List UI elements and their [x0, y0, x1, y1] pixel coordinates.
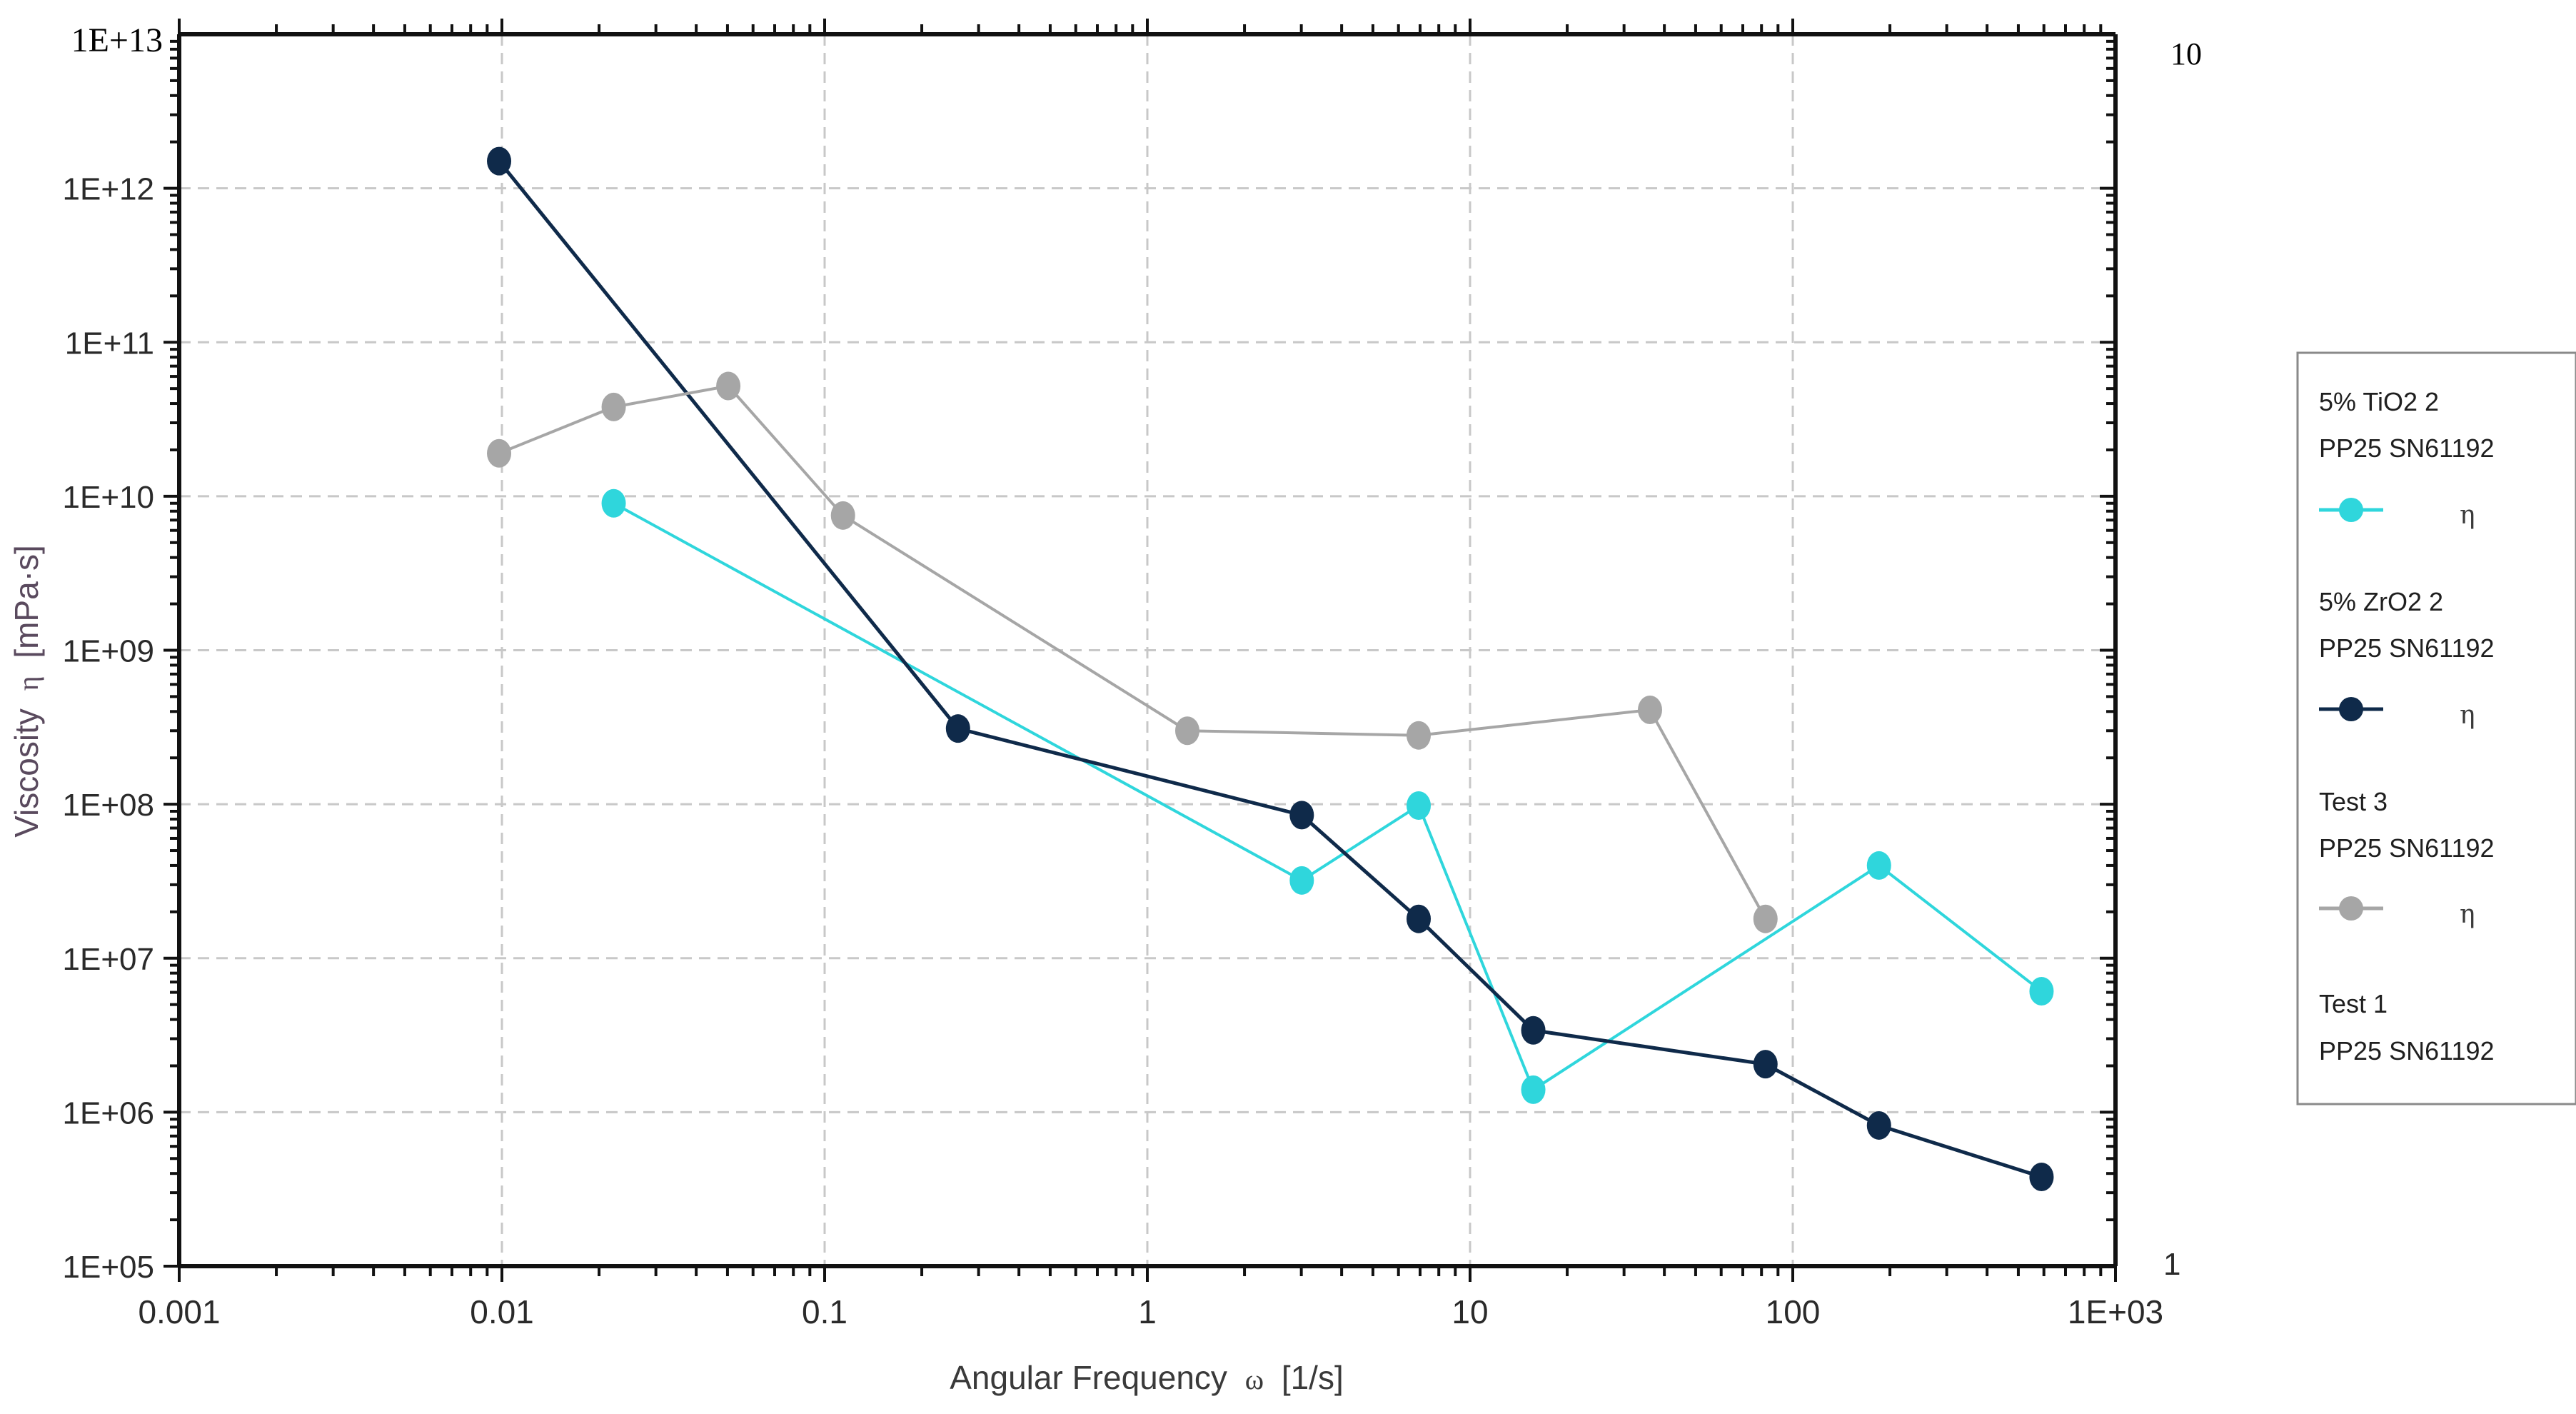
- x-axis-label: Angular Frequency ω [1/s]: [950, 1359, 1344, 1396]
- legend-item-zro2[interactable]: 5% ZrO2 2 PP25 SN61192 η: [2319, 587, 2495, 730]
- tick-labels: 0.001 0.01 0.1 1 10 100 1E+03 1E+05 1E+06 1E+07 1E…: [63, 21, 2202, 1330]
- series-line: [498, 384, 1767, 920]
- data-point: [1521, 1016, 1546, 1045]
- x-tick-label: 0.001: [138, 1293, 220, 1330]
- data-point: [2029, 1162, 2054, 1191]
- data-point: [1866, 851, 1891, 880]
- legend-series-name: 5% ZrO2 2: [2319, 587, 2443, 616]
- legend-marker-swatch: [2339, 896, 2363, 921]
- series-2: [487, 146, 2054, 1191]
- series-3: [487, 371, 1778, 933]
- legend-marker-swatch: [2339, 498, 2363, 522]
- legend-symbol: η: [2460, 701, 2475, 730]
- legend-symbol: η: [2460, 501, 2475, 530]
- data-point: [1866, 1110, 1891, 1140]
- legend-series-subtitle: PP25 SN61192: [2319, 433, 2495, 463]
- y-tick-label: 1E+05: [63, 1250, 154, 1285]
- data-point: [716, 371, 741, 401]
- y-tick-label: 1E+06: [63, 1095, 154, 1130]
- data-point: [1174, 716, 1199, 746]
- x-tick-label: 0.1: [802, 1293, 847, 1330]
- legend-series-name: Test 3: [2319, 787, 2388, 816]
- legend-series-subtitle: PP25 SN61192: [2319, 633, 2495, 663]
- data-point: [1753, 1050, 1778, 1079]
- data-point: [1637, 695, 1662, 724]
- y-tick-label: 1E+10: [63, 480, 154, 515]
- series-line: [613, 501, 2043, 1091]
- data-point: [2029, 977, 2054, 1006]
- data-point: [830, 501, 855, 530]
- data-point: [601, 488, 626, 518]
- legend-series-subtitle: PP25 SN61192: [2319, 833, 2495, 863]
- series-line: [498, 160, 2043, 1179]
- legend-series-name: Test 1: [2319, 989, 2388, 1018]
- grid-lines: [179, 34, 2115, 1266]
- legend-series-subtitle: PP25 SN61192: [2319, 1036, 2495, 1065]
- secondary-y-tick-label: 10: [2170, 36, 2202, 71]
- y-tick-label: 1E+08: [63, 788, 154, 823]
- y-tick-label: 1E+12: [63, 172, 154, 207]
- y-tick-label: 1E+07: [63, 942, 154, 977]
- legend-item-test3[interactable]: Test 3 PP25 SN61192 η: [2319, 787, 2495, 929]
- x-tick-label: 1: [1138, 1293, 1157, 1330]
- y-tick-label: 1E+09: [63, 634, 154, 669]
- legend-series-name: 5% TiO2 2: [2319, 387, 2439, 416]
- legend-marker-swatch: [2339, 697, 2363, 721]
- y-tick-label: 1E+11: [65, 326, 154, 361]
- data-series: [487, 146, 2054, 1191]
- data-point: [1521, 1075, 1546, 1104]
- data-point: [1289, 866, 1314, 895]
- data-point: [1289, 801, 1314, 830]
- x-tick-label: 100: [1766, 1293, 1821, 1330]
- legend-item-tio2[interactable]: 5% TiO2 2 PP25 SN61192 η: [2319, 387, 2495, 530]
- x-tick-label: 1E+03: [2068, 1293, 2163, 1330]
- data-point: [487, 146, 512, 176]
- y-tick-label: 1E+13: [71, 21, 163, 59]
- data-point: [1753, 904, 1778, 933]
- y-axis-label: Viscosity η [mPa·s]: [8, 545, 45, 838]
- data-point: [487, 438, 512, 468]
- legend-item-test1[interactable]: Test 1 PP25 SN61192: [2319, 989, 2495, 1065]
- legend-symbol: η: [2460, 900, 2475, 929]
- tick-marks: [163, 19, 2117, 1282]
- secondary-y-tick-label: 1: [2163, 1247, 2180, 1282]
- legend-box: [2296, 351, 2576, 1105]
- series-1: [601, 488, 2054, 1104]
- data-point: [1407, 791, 1432, 821]
- x-tick-label: 10: [1451, 1293, 1488, 1330]
- data-point: [1407, 721, 1432, 750]
- x-tick-label: 0.01: [470, 1293, 534, 1330]
- legend: 5% TiO2 2 PP25 SN61192 η 5% ZrO2 2 PP25 …: [2296, 351, 2576, 1105]
- data-point: [601, 392, 626, 421]
- data-point: [945, 714, 970, 743]
- data-point: [1407, 904, 1432, 933]
